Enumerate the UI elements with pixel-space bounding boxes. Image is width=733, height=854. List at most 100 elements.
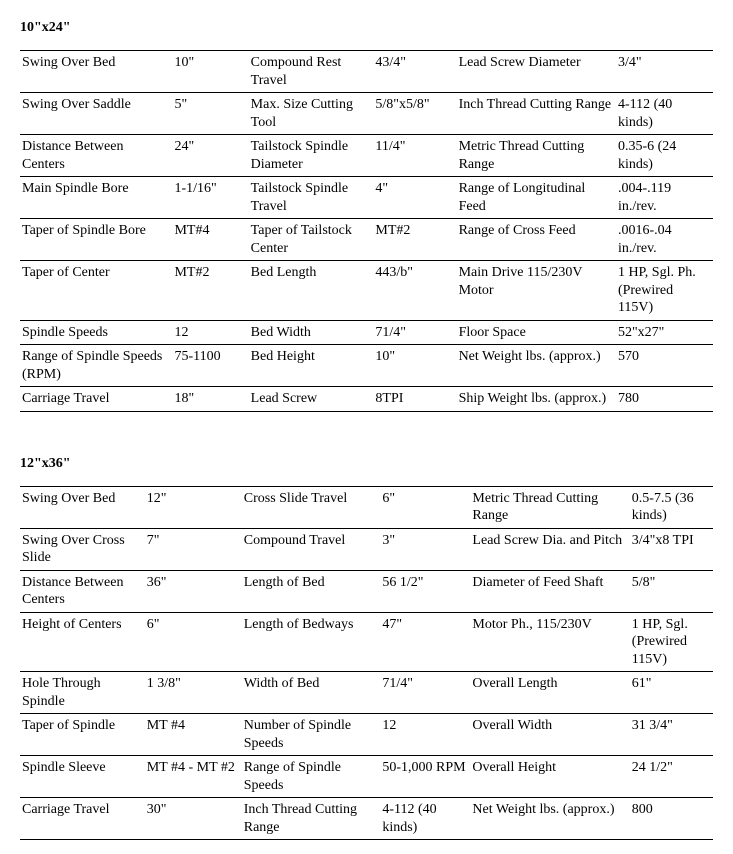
table-row: Taper of Center MT#2 Bed Length 443/b" M… [20,261,713,321]
cell: MT#2 [172,261,248,321]
cell: Taper of Center [20,261,172,321]
cell: Max. Size Cutting Tool [249,93,374,135]
cell: Overall Width [470,714,629,756]
cell: 12 [172,320,248,345]
cell: Swing Over Saddle [20,93,172,135]
cell: Lead Screw Diameter [457,51,616,93]
cell: 52"x27" [616,320,713,345]
cell: Carriage Travel [20,798,145,840]
cell: Metric Thread Cutting Range [457,135,616,177]
cell: Main Spindle Bore [20,177,172,219]
cell: 1 3/8" [145,672,242,714]
table-row: Taper of Spindle Bore MT#4 Taper of Tail… [20,219,713,261]
cell: 47" [380,612,470,672]
spec-table-10x24: Swing Over Bed 10" Compound Rest Travel … [20,50,713,412]
cell: Net Weight lbs. (approx.) [470,798,629,840]
cell: 43/4" [373,51,456,93]
cell: .004-.119 in./rev. [616,177,713,219]
cell: 4-112 (40 kinds) [616,93,713,135]
table-row: Swing Over Bed 10" Compound Rest Travel … [20,51,713,93]
cell: Inch Thread Cutting Range [242,798,381,840]
cell: 5/8" [630,570,713,612]
cell: Ship Weight lbs. (approx.) [457,387,616,412]
cell: Bed Height [249,345,374,387]
table-row: Spindle Speeds 12 Bed Width 71/4" Floor … [20,320,713,345]
section-title-1: 10"x24" [20,20,713,36]
cell: Floor Space [457,320,616,345]
spec-table-12x36: Swing Over Bed 12" Cross Slide Travel 6"… [20,486,713,841]
cell: 0.5-7.5 (36 kinds) [630,486,713,528]
cell: Compound Travel [242,528,381,570]
cell: Tailstock Spindle Travel [249,177,374,219]
cell: 30" [145,798,242,840]
cell: 61" [630,672,713,714]
cell: 7" [145,528,242,570]
cell: 10" [373,345,456,387]
cell: Range of Spindle Speeds [242,756,381,798]
cell: 1 HP, Sgl. Ph. (Prewired 115V) [616,261,713,321]
cell: MT#2 [373,219,456,261]
cell: 8TPI [373,387,456,412]
table-row: Swing Over Bed 12" Cross Slide Travel 6"… [20,486,713,528]
cell: 71/4" [380,672,470,714]
cell: 24 1/2" [630,756,713,798]
cell: Bed Width [249,320,374,345]
table-row: Carriage Travel 18" Lead Screw 8TPI Ship… [20,387,713,412]
cell: Number of Spindle Speeds [242,714,381,756]
cell: Length of Bed [242,570,381,612]
cell: Metric Thread Cutting Range [470,486,629,528]
cell: 1-1/16" [172,177,248,219]
cell: 4-112 (40 kinds) [380,798,470,840]
cell: 3/4"x8 TPI [630,528,713,570]
cell: Overall Length [470,672,629,714]
cell: 6" [145,612,242,672]
cell: Inch Thread Cutting Range [457,93,616,135]
cell: 780 [616,387,713,412]
cell: Taper of Spindle Bore [20,219,172,261]
cell: 10" [172,51,248,93]
cell: Hole Through Spindle [20,672,145,714]
cell: 5/8"x5/8" [373,93,456,135]
cell: Net Weight lbs. (approx.) [457,345,616,387]
cell: 31 3/4" [630,714,713,756]
cell: Overall Height [470,756,629,798]
cell: 3" [380,528,470,570]
table-row: Range of Spindle Speeds (RPM) 75-1100 Be… [20,345,713,387]
cell: Main Drive 115/230V Motor [457,261,616,321]
cell: 443/b" [373,261,456,321]
cell: 56 1/2" [380,570,470,612]
cell: 18" [172,387,248,412]
cell: MT#4 [172,219,248,261]
section-title-2: 12"x36" [20,456,713,472]
cell: Swing Over Cross Slide [20,528,145,570]
cell: 4" [373,177,456,219]
cell: 1 HP, Sgl. (Prewired 115V) [630,612,713,672]
table-row: Carriage Travel 30" Inch Thread Cutting … [20,798,713,840]
cell: 6" [380,486,470,528]
cell: MT #4 [145,714,242,756]
cell: Length of Bedways [242,612,381,672]
cell: Swing Over Bed [20,51,172,93]
table-row: Distance Between Centers 24" Tailstock S… [20,135,713,177]
cell: Lead Screw Dia. and Pitch [470,528,629,570]
table-row: Main Spindle Bore 1-1/16" Tailstock Spin… [20,177,713,219]
cell: 11/4" [373,135,456,177]
cell: 5" [172,93,248,135]
cell: Distance Between Centers [20,135,172,177]
cell: Range of Longitudinal Feed [457,177,616,219]
cell: 12 [380,714,470,756]
cell: Spindle Sleeve [20,756,145,798]
cell: Swing Over Bed [20,486,145,528]
cell: Bed Length [249,261,374,321]
cell: .0016-.04 in./rev. [616,219,713,261]
cell: Taper of Spindle [20,714,145,756]
cell: 75-1100 [172,345,248,387]
cell: Distance Between Centers [20,570,145,612]
cell: Cross Slide Travel [242,486,381,528]
cell: Spindle Speeds [20,320,172,345]
table-row: Height of Centers 6" Length of Bedways 4… [20,612,713,672]
table-row: Swing Over Cross Slide 7" Compound Trave… [20,528,713,570]
cell: Taper of Tailstock Center [249,219,374,261]
cell: MT #4 - MT #2 [145,756,242,798]
cell: Height of Centers [20,612,145,672]
